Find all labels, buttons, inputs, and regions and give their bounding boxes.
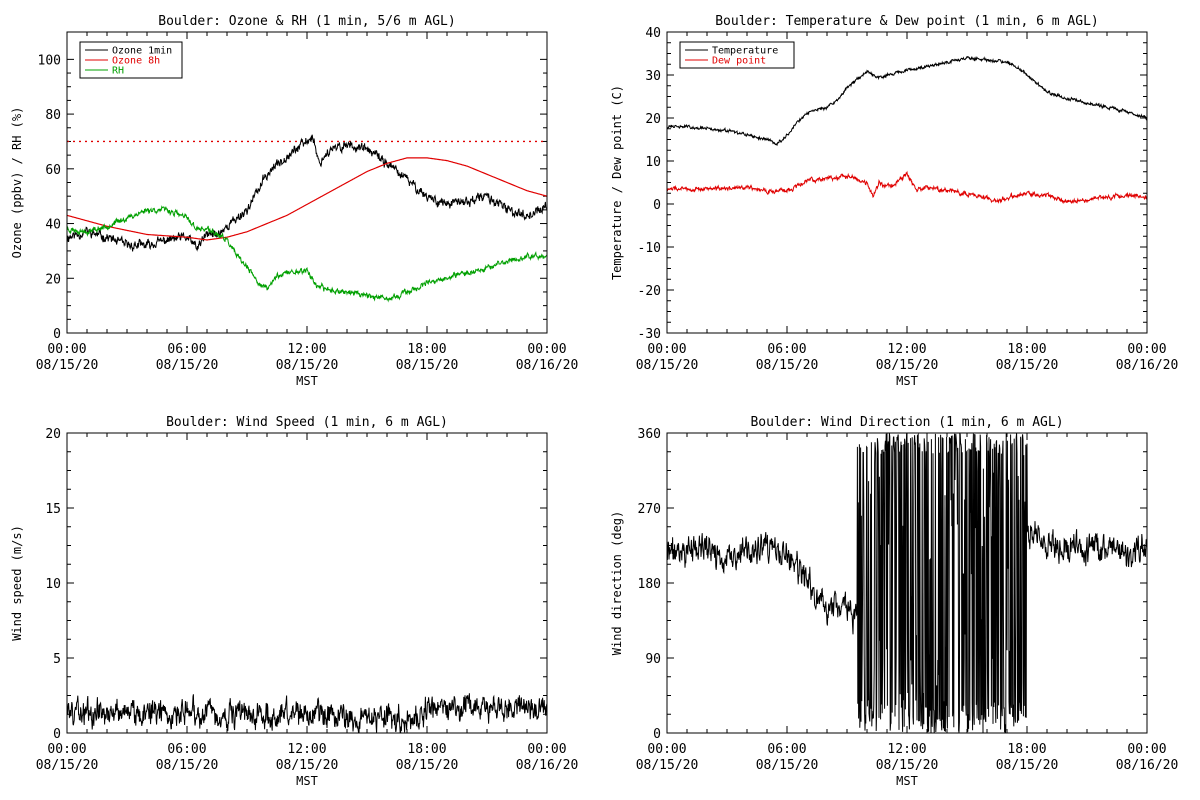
x-tick-date: 08/15/20 — [36, 758, 99, 773]
x-tick-time: 12:00 — [887, 742, 926, 757]
y-tick-label: 5 — [53, 652, 61, 667]
ozone-title: Boulder: Ozone & RH (1 min, 5/6 m AGL) — [158, 14, 455, 29]
y-tick-label: 15 — [45, 502, 61, 517]
temp-y-axis-label: Temperature / Dew point (C) — [610, 85, 624, 280]
x-tick-date: 08/15/20 — [996, 758, 1059, 773]
x-tick-date: 08/16/20 — [1116, 358, 1179, 373]
y-tick-label: 0 — [653, 198, 661, 213]
y-tick-label: 20 — [45, 427, 61, 442]
x-tick-date: 08/15/20 — [756, 758, 819, 773]
series-line-rh — [67, 205, 547, 303]
x-tick-time: 18:00 — [407, 342, 446, 357]
wspd-x-axis-label: MST — [296, 774, 318, 788]
y-tick-label: 20 — [645, 112, 661, 127]
x-tick-time: 06:00 — [167, 342, 206, 357]
x-tick-date: 08/15/20 — [396, 758, 459, 773]
x-tick-time: 06:00 — [767, 742, 806, 757]
x-tick-date: 08/15/20 — [876, 358, 939, 373]
legend-label: Ozone 8h — [112, 56, 160, 67]
y-tick-label: -30 — [638, 327, 661, 342]
series-line-wspd — [67, 693, 547, 733]
wdir-x-axis-label: MST — [896, 774, 918, 788]
x-tick-date: 08/15/20 — [876, 758, 939, 773]
wspd-plot-frame — [66, 432, 548, 734]
x-tick-date: 08/15/20 — [636, 358, 699, 373]
y-tick-label: 40 — [45, 218, 61, 233]
y-tick-label: 0 — [53, 327, 61, 342]
x-tick-time: 06:00 — [767, 342, 806, 357]
wdir-plot-frame — [666, 432, 1148, 734]
y-tick-label: 180 — [638, 577, 661, 592]
y-tick-label: 10 — [645, 155, 661, 170]
x-tick-time: 12:00 — [287, 342, 326, 357]
ozone-chart: Boulder: Ozone & RH (1 min, 5/6 m AGL) 0 2… — [10, 14, 578, 388]
series-line-dew-point — [667, 170, 1147, 205]
x-tick-time: 18:00 — [407, 742, 446, 757]
legend-label: Temperature — [712, 46, 778, 57]
x-tick-time: 00:00 — [1127, 742, 1166, 757]
y-tick-label: 0 — [653, 727, 661, 742]
x-tick-time: 18:00 — [1007, 342, 1046, 357]
wspd-chart: Boulder: Wind Speed (1 min, 6 m AGL) 0 5 10… — [10, 415, 578, 788]
y-tick-label: 80 — [45, 108, 61, 123]
x-tick-date: 08/15/20 — [756, 358, 819, 373]
y-tick-label: 270 — [638, 502, 661, 517]
wdir-title: Boulder: Wind Direction (1 min, 6 m AGL) — [750, 415, 1063, 430]
x-tick-date: 08/16/20 — [516, 358, 579, 373]
x-tick-date: 08/15/20 — [276, 758, 339, 773]
x-tick-date: 08/16/20 — [516, 758, 579, 773]
temp-x-axis-label: MST — [896, 374, 918, 388]
x-tick-time: 00:00 — [647, 742, 686, 757]
ozone-x-axis-label: MST — [296, 374, 318, 388]
x-tick-time: 00:00 — [47, 742, 86, 757]
x-tick-time: 00:00 — [47, 342, 86, 357]
legend-label: Ozone 1min — [112, 46, 172, 57]
x-tick-time: 12:00 — [287, 742, 326, 757]
y-tick-label: 20 — [45, 272, 61, 287]
y-tick-label: 30 — [645, 69, 661, 84]
x-tick-time: 00:00 — [647, 342, 686, 357]
x-tick-date: 08/15/20 — [156, 758, 219, 773]
y-tick-label: -20 — [638, 284, 661, 299]
series-line-temperature — [667, 55, 1147, 147]
x-tick-time: 00:00 — [1127, 342, 1166, 357]
x-tick-date: 08/15/20 — [396, 358, 459, 373]
y-tick-label: 360 — [638, 427, 661, 442]
series-line-wdir — [667, 433, 1147, 733]
x-tick-date: 08/15/20 — [996, 358, 1059, 373]
x-tick-date: 08/15/20 — [636, 758, 699, 773]
legend-label: RH — [112, 66, 124, 77]
temp-legend — [679, 41, 795, 69]
ozone-y-axis-label: Ozone (ppbv) / RH (%) — [10, 107, 24, 259]
y-tick-label: -10 — [638, 241, 661, 256]
temp-chart: Boulder: Temperature & Dew point (1 min,… — [610, 14, 1178, 388]
ozone-plot-frame — [66, 31, 548, 334]
y-tick-label: 10 — [45, 577, 61, 592]
wdir-chart: Boulder: Wind Direction (1 min, 6 m AGL)… — [610, 415, 1178, 788]
y-tick-label: 90 — [645, 652, 661, 667]
x-tick-date: 08/16/20 — [1116, 758, 1179, 773]
series-line-ozone-8h — [67, 157, 547, 241]
y-tick-label: 100 — [38, 53, 61, 68]
wspd-title: Boulder: Wind Speed (1 min, 6 m AGL) — [166, 415, 448, 430]
x-tick-date: 08/15/20 — [156, 358, 219, 373]
x-tick-time: 06:00 — [167, 742, 206, 757]
x-tick-time: 00:00 — [527, 342, 566, 357]
x-tick-date: 08/15/20 — [276, 358, 339, 373]
wdir-y-axis-label: Wind direction (deg) — [610, 511, 624, 656]
x-tick-time: 18:00 — [1007, 742, 1046, 757]
y-tick-label: 60 — [45, 163, 61, 178]
series-line-ozone-1min — [67, 134, 547, 252]
wspd-y-axis-label: Wind speed (m/s) — [10, 525, 24, 641]
temp-title: Boulder: Temperature & Dew point (1 min,… — [715, 14, 1099, 29]
x-tick-date: 08/15/20 — [36, 358, 99, 373]
x-tick-time: 12:00 — [887, 342, 926, 357]
x-tick-time: 00:00 — [527, 742, 566, 757]
y-tick-label: 0 — [53, 727, 61, 742]
y-tick-label: 40 — [645, 26, 661, 41]
temp-plot-frame — [666, 31, 1148, 334]
legend-label: Dew point — [712, 56, 766, 67]
